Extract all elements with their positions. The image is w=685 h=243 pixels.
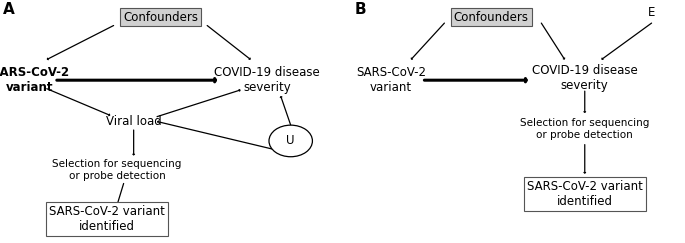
Text: B: B (354, 2, 366, 17)
Text: SARS-CoV-2 variant
identified: SARS-CoV-2 variant identified (527, 180, 643, 208)
Text: Confounders: Confounders (123, 10, 198, 24)
Text: COVID-19 disease
severity: COVID-19 disease severity (532, 64, 638, 92)
Text: SARS-CoV-2
variant: SARS-CoV-2 variant (356, 66, 426, 94)
Text: Viral load: Viral load (105, 115, 162, 128)
Text: SARS-CoV-2
variant: SARS-CoV-2 variant (0, 66, 69, 94)
Text: Confounders: Confounders (453, 10, 529, 24)
Circle shape (269, 125, 312, 157)
Text: A: A (3, 2, 15, 17)
Text: Selection for sequencing
or probe detection: Selection for sequencing or probe detect… (52, 159, 182, 181)
Text: E: E (648, 6, 656, 19)
Text: Selection for sequencing
or probe detection: Selection for sequencing or probe detect… (520, 118, 649, 139)
Text: U: U (286, 134, 295, 148)
Text: SARS-CoV-2 variant
identified: SARS-CoV-2 variant identified (49, 205, 165, 233)
Text: COVID-19 disease
severity: COVID-19 disease severity (214, 66, 320, 94)
